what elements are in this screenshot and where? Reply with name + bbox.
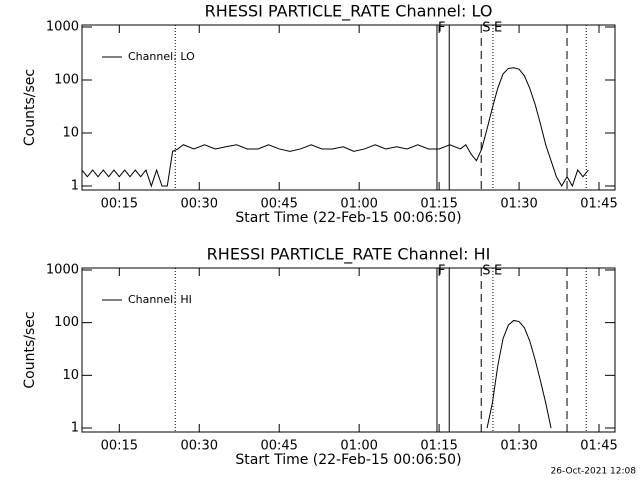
y-axis-label: Counts/sec [22, 311, 38, 388]
plot-frame [81, 24, 616, 191]
y-tick-label: 10 [62, 368, 79, 383]
x-tick-label: 01:30 [500, 439, 537, 454]
y-tick-label: 100 [54, 72, 79, 87]
event-label: E [494, 21, 502, 36]
x-tick-label: 00:45 [260, 439, 297, 454]
x-tick-label: 00:30 [181, 197, 218, 212]
x-axis-label: Start Time (22-Feb-15 00:06:50) [235, 452, 461, 468]
y-tick-label: 1 [71, 178, 79, 193]
x-tick-label: 01:30 [500, 197, 537, 212]
plot-frame [81, 267, 616, 433]
event-label: F [438, 21, 445, 36]
y-axis-label: Counts/sec [22, 69, 38, 146]
legend-label: Channel: LO [128, 50, 195, 63]
x-tick-label: 00:45 [260, 197, 297, 212]
y-tick-label: 100 [54, 315, 79, 330]
event-label: E [494, 264, 502, 279]
x-tick-label: 00:15 [101, 439, 138, 454]
x-tick-label: 01:45 [580, 197, 617, 212]
x-tick-label: 00:15 [101, 197, 138, 212]
chart-title: RHESSI PARTICLE_RATE Channel: LO [205, 2, 493, 22]
x-axis-label: Start Time (22-Feb-15 00:06:50) [235, 210, 461, 226]
series-line [486, 319, 552, 429]
y-tick-label: 10 [62, 125, 79, 140]
x-tick-label: 01:00 [340, 197, 377, 212]
series-line [81, 67, 589, 188]
y-tick-label: 1 [71, 421, 79, 436]
footer: 26-Oct-2021 12:08 [551, 467, 637, 477]
x-tick-label: 01:15 [420, 439, 457, 454]
x-tick-label: 00:30 [181, 439, 218, 454]
event-label: F [438, 264, 445, 279]
event-label: S [482, 264, 490, 279]
y-tick-label: 1000 [46, 19, 79, 34]
legend-label: Channel: HI [128, 293, 192, 306]
x-tick-label: 01:00 [340, 439, 377, 454]
x-tick-label: 01:15 [420, 197, 457, 212]
x-tick-label: 01:45 [580, 439, 617, 454]
y-tick-label: 1000 [46, 262, 79, 277]
chart-title: RHESSI PARTICLE_RATE Channel: HI [207, 245, 491, 265]
event-label: S [482, 21, 490, 36]
